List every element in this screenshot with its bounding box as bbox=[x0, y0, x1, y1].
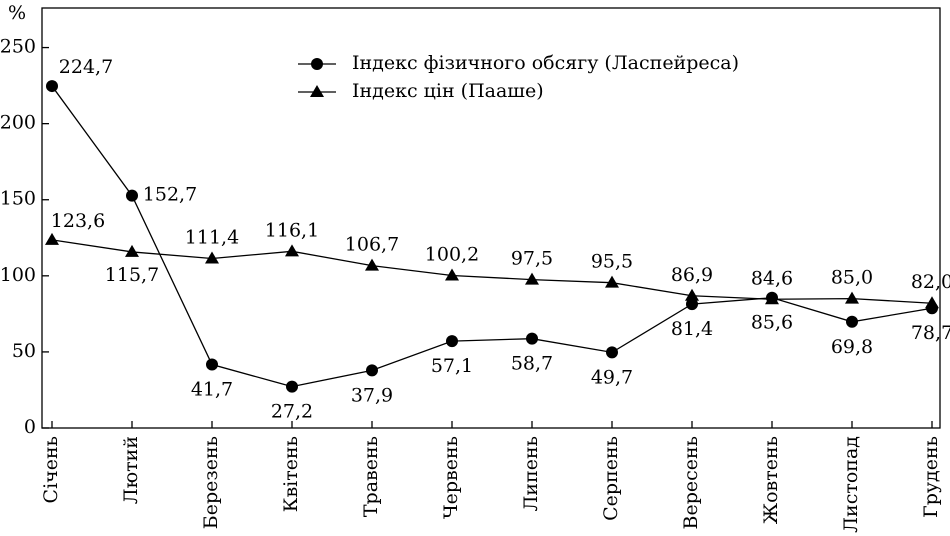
data-label: 37,9 bbox=[351, 384, 393, 406]
point bbox=[685, 288, 699, 301]
x-tick-label: Листопад bbox=[840, 436, 862, 533]
point bbox=[765, 292, 779, 305]
data-label: 115,7 bbox=[105, 264, 159, 286]
point bbox=[446, 335, 458, 348]
y-tick-label: 200 bbox=[0, 112, 36, 134]
data-label: 116,1 bbox=[265, 219, 319, 241]
x-tick-label: Травень bbox=[360, 436, 382, 517]
point bbox=[845, 291, 859, 304]
x-tick-label: Січень bbox=[40, 436, 62, 503]
point bbox=[45, 232, 59, 245]
x-tick-label: Жовтень bbox=[760, 436, 782, 524]
point bbox=[925, 296, 939, 309]
point bbox=[686, 298, 698, 311]
data-label: 49,7 bbox=[591, 366, 633, 388]
y-tick-label: 50 bbox=[12, 340, 36, 362]
data-label: 95,5 bbox=[591, 251, 633, 273]
y-tick-label: 250 bbox=[0, 36, 36, 58]
legend-label: Індекс фізичного обсягу (Ласпейреса) bbox=[352, 52, 739, 74]
data-label: 82,0 bbox=[911, 271, 950, 293]
data-label: 100,2 bbox=[425, 244, 479, 266]
data-label: 84,6 bbox=[751, 267, 793, 289]
point bbox=[206, 358, 218, 371]
point bbox=[366, 364, 378, 377]
point bbox=[286, 380, 298, 393]
point bbox=[126, 189, 138, 202]
point bbox=[445, 268, 459, 281]
data-label: 97,5 bbox=[511, 248, 553, 270]
data-label: 224,7 bbox=[59, 56, 113, 78]
x-tick-label: Вересень bbox=[680, 436, 702, 530]
y-tick-label: 150 bbox=[0, 188, 36, 210]
point bbox=[605, 275, 619, 288]
legend-marker bbox=[311, 58, 323, 70]
x-tick-label: Липень bbox=[520, 436, 542, 511]
point bbox=[846, 315, 858, 328]
data-label: 58,7 bbox=[511, 353, 553, 375]
data-label: 86,9 bbox=[671, 264, 713, 286]
data-label: 57,1 bbox=[431, 355, 473, 377]
data-label: 69,8 bbox=[831, 336, 873, 358]
data-label: 41,7 bbox=[191, 379, 233, 401]
data-label: 81,4 bbox=[671, 318, 713, 340]
y-tick-label: 0 bbox=[24, 416, 36, 438]
data-label: 27,2 bbox=[271, 401, 313, 423]
point bbox=[205, 251, 219, 264]
plot-frame bbox=[41, 7, 941, 429]
point bbox=[606, 346, 618, 359]
data-label: 85,0 bbox=[831, 267, 873, 289]
x-tick-label: Грудень bbox=[920, 436, 942, 518]
point bbox=[525, 272, 539, 285]
data-label: 85,6 bbox=[751, 312, 793, 334]
data-label: 123,6 bbox=[51, 210, 105, 232]
x-tick-label: Лютий bbox=[120, 436, 142, 504]
legend-label: Індекс цін (Пааше) bbox=[352, 80, 544, 102]
x-tick-label: Червень bbox=[440, 436, 462, 519]
y-axis-label: % bbox=[8, 2, 26, 24]
point bbox=[526, 332, 538, 345]
point bbox=[46, 80, 58, 93]
data-label: 106,7 bbox=[345, 234, 399, 256]
point bbox=[285, 244, 299, 257]
point bbox=[125, 244, 139, 257]
data-label: 111,4 bbox=[185, 226, 239, 248]
legend-marker bbox=[310, 85, 324, 97]
y-tick-label: 100 bbox=[0, 264, 36, 286]
point bbox=[365, 258, 379, 271]
series-line bbox=[51, 239, 933, 304]
x-tick-label: Березень bbox=[200, 436, 222, 529]
series-line bbox=[51, 85, 933, 388]
data-label: 152,7 bbox=[143, 184, 197, 206]
x-tick-label: Серпень bbox=[600, 436, 622, 521]
data-label: 78,7 bbox=[911, 322, 950, 344]
x-tick-label: Квітень bbox=[280, 436, 302, 512]
